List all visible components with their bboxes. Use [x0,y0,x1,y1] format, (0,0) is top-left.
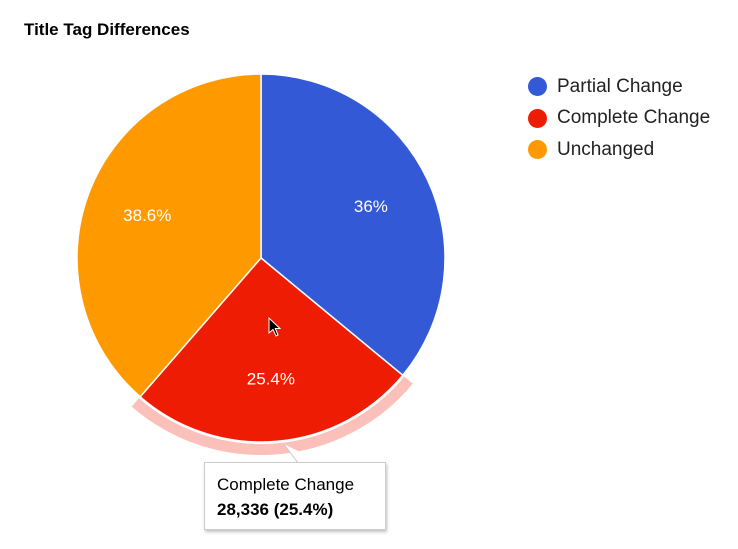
pie-slice-unchanged[interactable] [76,73,262,398]
slice-label-complete-change: 25.4% [247,370,295,389]
legend-label-complete-change: Complete Change [557,107,711,129]
legend-swatch-partial-change [528,77,547,97]
legend-label-unchanged: Unchanged [557,138,655,160]
slice-label-partial-change: 36% [354,197,388,216]
legend-item-complete-change[interactable]: Complete Change [528,103,710,135]
legend-swatch-unchanged [528,140,547,160]
highlight-ring-complete-change [131,376,413,455]
tooltip-value: 28,336 (25.4%) [217,500,334,519]
tooltip: Complete Change 28,336 (25.4%) [204,462,386,530]
legend-item-unchanged[interactable]: Unchanged [528,134,710,166]
legend: Partial Change Complete Change Unchanged [528,71,710,166]
chart-title: Title Tag Differences [24,20,190,39]
pie-slice-complete-change[interactable] [139,256,404,443]
legend-label-partial-change: Partial Change [557,75,683,97]
slice-label-unchanged: 38.6% [123,206,171,225]
tooltip-title: Complete Change [217,475,355,494]
mouse-cursor-icon [268,316,282,337]
legend-item-partial-change[interactable]: Partial Change [528,71,710,103]
pie-slice-partial-change[interactable] [260,73,446,377]
legend-swatch-complete-change [528,108,547,128]
